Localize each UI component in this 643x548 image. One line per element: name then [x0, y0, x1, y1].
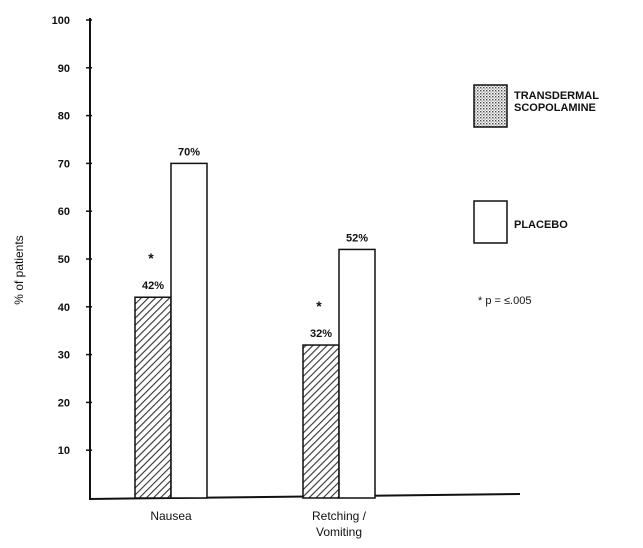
significance-star: *	[316, 298, 322, 314]
significance-note: * p = ≤.005	[478, 295, 531, 307]
y-tick-label: 40	[58, 302, 70, 314]
legend: TRANSDERMAL SCOPOLAMINE PLACEBO	[473, 84, 602, 244]
bar-placebo-1	[338, 248, 376, 499]
category-label: Nausea	[150, 509, 192, 523]
bar-scopolamine-0	[134, 296, 172, 499]
y-tick-label: 30	[58, 350, 70, 362]
y-tick-label: 90	[58, 63, 70, 75]
category-label: Retching /	[312, 509, 367, 523]
data-label: 42%	[142, 280, 164, 292]
y-tick-label: 100	[52, 15, 70, 27]
y-tick-label: 10	[58, 445, 70, 457]
category-labels: Nausea Retching / Vomiting	[150, 509, 366, 539]
legend-swatch-transdermal-scopolamine	[473, 84, 508, 128]
y-tick-labels: 10 20 30 40 50 60 70 80 90 100	[52, 15, 92, 457]
category-label: Vomiting	[316, 525, 362, 539]
y-tick-label: 70	[58, 158, 70, 170]
bar-scopolamine-1	[302, 344, 340, 499]
data-label: 70%	[178, 146, 200, 158]
data-label: 52%	[346, 232, 368, 244]
significance-star: *	[148, 250, 154, 266]
bar-placebo-0	[170, 162, 208, 499]
legend-swatch-placebo	[473, 200, 508, 244]
legend-label-transdermal-scopolamine: TRANSDERMAL SCOPOLAMINE	[514, 90, 602, 114]
y-tick-label: 50	[58, 254, 70, 266]
y-tick-label: 60	[58, 206, 70, 218]
y-tick-label: 20	[58, 397, 70, 409]
legend-label-placebo: PLACEBO	[514, 219, 568, 231]
y-axis-label: % of patients	[12, 235, 26, 304]
data-label: 32%	[310, 328, 332, 340]
y-tick-label: 80	[58, 111, 70, 123]
bars: 42% * 70% 32% * 52%	[134, 146, 376, 499]
